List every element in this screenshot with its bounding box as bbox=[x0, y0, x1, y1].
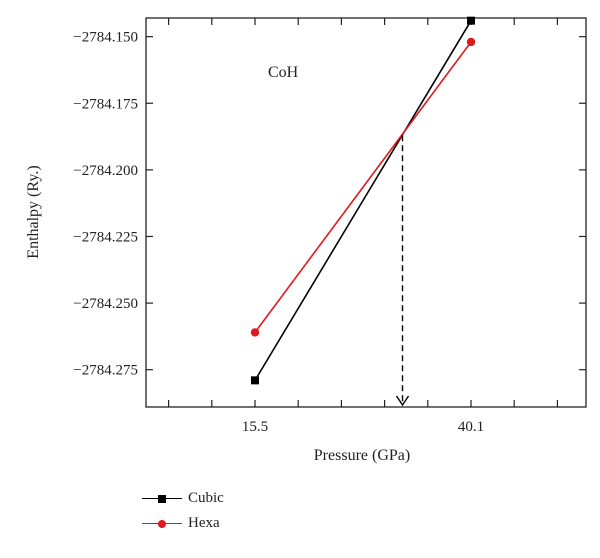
legend-swatch-cubic bbox=[142, 493, 182, 505]
series-layer bbox=[250, 16, 476, 407]
x-tick-label: 15.5 bbox=[242, 419, 268, 435]
legend-label-hexa: Hexa bbox=[188, 515, 220, 531]
legend-item-cubic: Cubic bbox=[142, 486, 224, 511]
x-tick-label: 40.1 bbox=[458, 419, 484, 435]
legend: Cubic Hexa bbox=[142, 486, 224, 536]
plot-frame bbox=[145, 17, 587, 408]
chart-title: CoH bbox=[268, 64, 299, 81]
y-axis-ticks: −2784.150 −2784.175 −2784.200 −2784.225 −278… bbox=[73, 30, 586, 379]
data-point-cubic bbox=[251, 376, 259, 385]
series-line-cubic bbox=[254, 20, 472, 381]
chart: −2784.150 −2784.175 −2784.200 −2784.225 −278… bbox=[25, 16, 587, 464]
x-axis-ticks: 15.5 40.1 bbox=[168, 18, 559, 435]
y-tick-label: −2784.275 bbox=[73, 363, 138, 379]
y-tick-label: −2784.250 bbox=[73, 296, 138, 312]
data-point-cubic bbox=[467, 16, 475, 25]
data-point-hexa bbox=[250, 328, 260, 337]
y-tick-label: −2784.225 bbox=[73, 229, 138, 245]
x-axis-title: Pressure (GPa) bbox=[314, 447, 410, 464]
legend-label-cubic: Cubic bbox=[188, 490, 224, 506]
y-tick-label: −2784.150 bbox=[73, 30, 138, 46]
transition-arrow-head bbox=[395, 395, 410, 407]
legend-item-hexa: Hexa bbox=[142, 511, 224, 536]
y-tick-label: −2784.200 bbox=[73, 163, 138, 179]
legend-swatch-hexa bbox=[142, 518, 182, 530]
y-axis-title: Enthalpy (Ry.) bbox=[25, 165, 42, 258]
data-point-hexa bbox=[466, 37, 476, 47]
y-tick-label: −2784.175 bbox=[73, 96, 138, 112]
series-line-hexa bbox=[254, 41, 472, 333]
